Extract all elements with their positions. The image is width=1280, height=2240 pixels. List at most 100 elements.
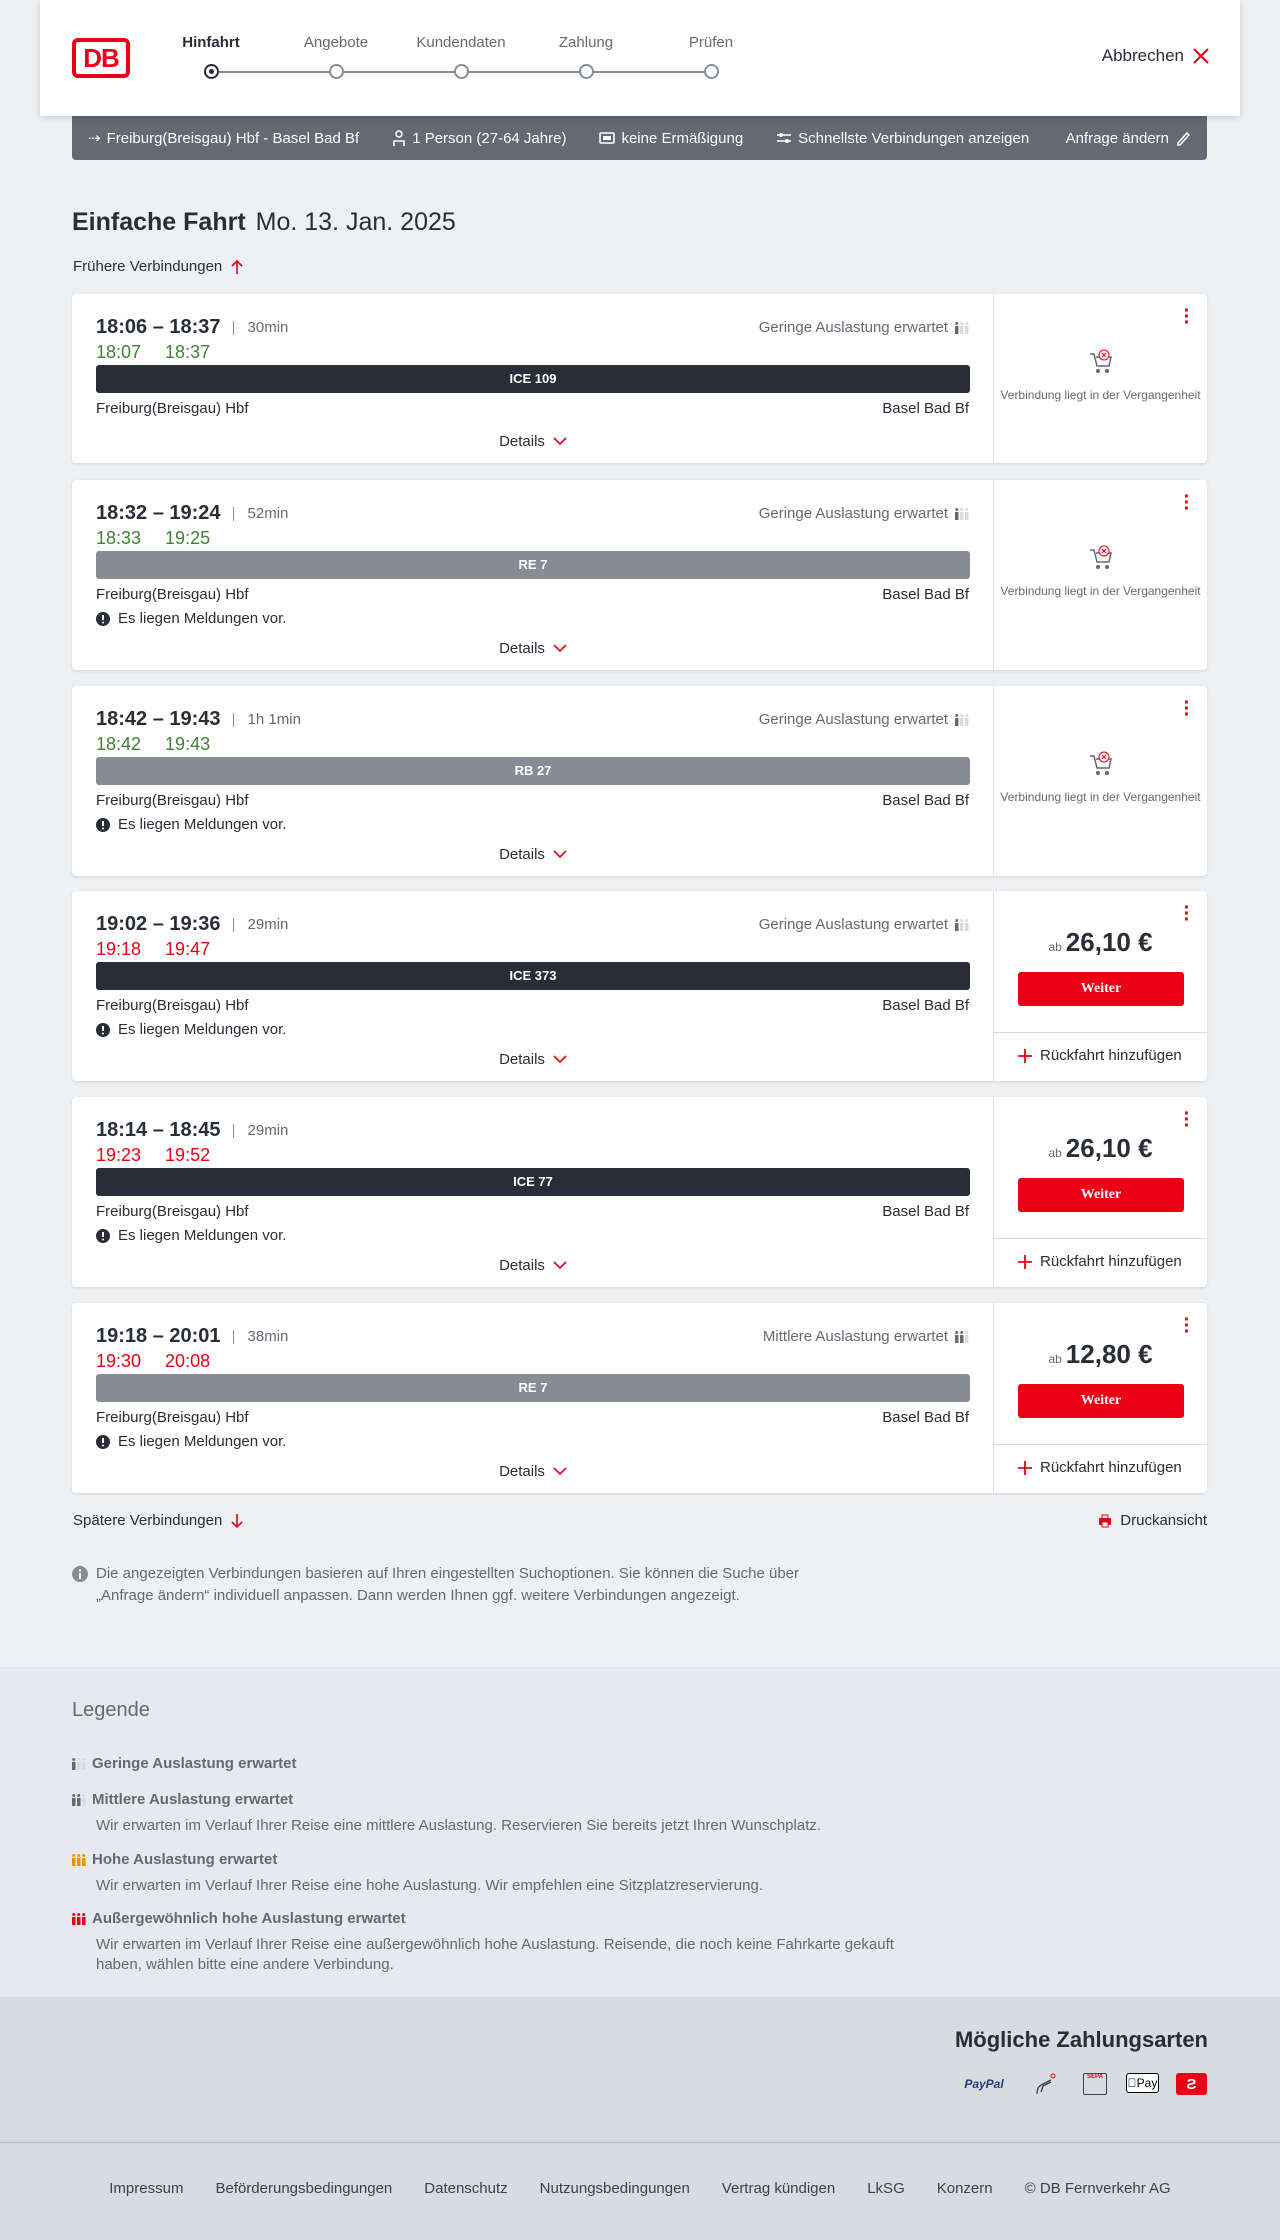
add-return-trip-button[interactable]: Rückfahrt hinzufügen	[1018, 1253, 1182, 1270]
person-icon	[393, 130, 405, 146]
actual-times: 19:30 20:08	[96, 1351, 210, 1372]
arrival-station: Basel Bad Bf	[882, 1409, 969, 1426]
scheduled-times: 18:42 – 19:43 1h 1min	[96, 708, 301, 730]
cart-unavailable-icon	[1090, 751, 1112, 775]
actual-arrival: 19:43	[165, 734, 211, 754]
details-toggle[interactable]: Details	[72, 1257, 994, 1274]
search-summary-bar: ⇢ Freiburg(Breisgau) Hbf - Basel Bad Bf 1…	[72, 116, 1207, 160]
cancel-button[interactable]: Abbrechen	[1102, 46, 1210, 66]
printer-icon	[1099, 1514, 1112, 1527]
footer-link[interactable]: Nutzungsbedingungen	[539, 2180, 690, 2197]
actual-arrival: 20:08	[165, 1351, 211, 1371]
arrival-station: Basel Bad Bf	[882, 792, 969, 809]
legend-title: Legende	[72, 1699, 150, 1721]
occupancy-info: Geringe Auslastung erwartet	[759, 319, 969, 336]
later-connections-link[interactable]: Spätere Verbindungen	[73, 1512, 244, 1529]
train-bar[interactable]: RE 7	[96, 1374, 970, 1402]
occupancy-info: Geringe Auslastung erwartet	[759, 505, 969, 522]
alert-icon	[96, 611, 110, 626]
footer-link[interactable]: Impressum	[109, 2180, 184, 2197]
offer-panel: · · · Verbindung liegt in der Vergangenhei…	[994, 480, 1207, 670]
occupancy-icon	[955, 713, 969, 726]
more-options-button[interactable]: · · ·	[1183, 486, 1191, 520]
divider	[994, 1032, 1207, 1033]
filter-text: Schnellste Verbindungen anzeigen	[798, 129, 1030, 147]
details-toggle[interactable]: Details	[72, 640, 994, 657]
departure-station: Freiburg(Breisgau) Hbf	[96, 997, 249, 1014]
chevron-down-icon	[553, 437, 567, 446]
train-bar[interactable]: ICE 77	[96, 1168, 970, 1196]
add-return-trip-button[interactable]: Rückfahrt hinzufügen	[1018, 1047, 1182, 1064]
occupancy-icon	[955, 321, 969, 334]
details-toggle[interactable]: Details	[72, 1463, 994, 1480]
notice: Es liegen Meldungen vor.	[96, 1227, 286, 1244]
scheduled-times: 19:18 – 20:01 38min	[96, 1325, 289, 1347]
actual-departure: 19:30	[96, 1351, 142, 1371]
print-view-link[interactable]: Druckansicht	[1098, 1512, 1207, 1529]
notice: Es liegen Meldungen vor.	[96, 1433, 286, 1450]
actual-arrival: 18:37	[165, 342, 211, 362]
notice: Es liegen Meldungen vor.	[96, 610, 286, 627]
continue-button[interactable]: Weiter	[1018, 1178, 1184, 1212]
occupancy-info: Geringe Auslastung erwartet	[759, 711, 969, 728]
info-icon	[72, 1566, 88, 1582]
payment-title: Mögliche Zahlungsarten	[954, 2027, 1208, 2052]
more-options-button[interactable]: · · ·	[1183, 1103, 1191, 1137]
offer-panel: · · · ab 26,10 € Weiter Rückfahrt hinzufügen	[994, 891, 1207, 1081]
trip-date: Mo. 13. Jan. 2025	[255, 208, 456, 236]
continue-button[interactable]: Weiter	[1018, 1384, 1184, 1418]
occupancy-icon	[955, 918, 969, 931]
price: ab 26,10 €	[1048, 1133, 1153, 1163]
step-label: Kundendaten	[416, 34, 506, 51]
footer-link[interactable]: Vertrag kündigen	[721, 2180, 836, 2197]
more-options-button[interactable]: · · ·	[1183, 692, 1191, 726]
occupancy-icon	[72, 1757, 86, 1770]
edit-request-button[interactable]: Anfrage ändern	[1066, 130, 1191, 147]
footer-link[interactable]: © DB Fernverkehr AG	[1024, 2180, 1171, 2197]
departure-station: Freiburg(Breisgau) Hbf	[96, 586, 249, 603]
plus-icon	[1018, 1254, 1032, 1269]
divider	[994, 1444, 1207, 1445]
chevron-down-icon	[553, 644, 567, 653]
arrival-station: Basel Bad Bf	[882, 400, 969, 417]
legend-item: Mittlere Auslastung erwartet Wir erwarten…	[72, 1791, 896, 1836]
more-options-button[interactable]: · · ·	[1183, 897, 1191, 931]
footer-link[interactable]: Beförderungsbedingungen	[215, 2180, 393, 2197]
step-label: Zahlung	[558, 34, 614, 51]
footer-link[interactable]: LkSG	[867, 2180, 905, 2197]
train-bar[interactable]: RB 27	[96, 757, 970, 785]
footer: Impressum Beförderungsbedingungen Datensch…	[0, 2143, 1280, 2240]
alert-icon	[96, 1228, 110, 1243]
step-dot	[329, 64, 344, 79]
continue-button[interactable]: Weiter	[1018, 972, 1184, 1006]
details-toggle[interactable]: Details	[72, 846, 994, 863]
more-options-button[interactable]: · · ·	[1183, 300, 1191, 334]
notice: Es liegen Meldungen vor.	[96, 1021, 286, 1038]
footer-link[interactable]: Datenschutz	[424, 2180, 508, 2197]
train-bar[interactable]: ICE 373	[96, 962, 970, 990]
step-dot	[204, 64, 219, 79]
add-return-trip-button[interactable]: Rückfahrt hinzufügen	[1018, 1459, 1182, 1476]
actual-times: 18:33 19:25	[96, 528, 210, 549]
discount-summary: keine Ermäßigung	[599, 130, 743, 147]
db-logo[interactable]: DB	[72, 38, 130, 78]
arrival-station: Basel Bad Bf	[882, 586, 969, 603]
earlier-connections-link[interactable]: Frühere Verbindungen	[73, 258, 244, 275]
more-options-button[interactable]: · · ·	[1183, 1309, 1191, 1343]
db-bonus-icon: Ƨ	[1176, 2073, 1207, 2095]
scheduled-times: 19:02 – 19:36 29min	[96, 913, 289, 935]
actual-departure: 19:18	[96, 939, 142, 959]
footer-link[interactable]: Konzern	[936, 2180, 993, 2197]
details-toggle[interactable]: Details	[72, 1051, 994, 1068]
legend-item: Geringe Auslastung erwartet	[72, 1755, 297, 1772]
train-bar[interactable]: RE 7	[96, 551, 970, 579]
train-bar[interactable]: ICE 109	[96, 365, 970, 393]
offer-panel: · · · ab 12,80 € Weiter Rückfahrt hinzufügen	[994, 1303, 1207, 1493]
departure-station: Freiburg(Breisgau) Hbf	[96, 792, 249, 809]
step-label: Angebote	[303, 34, 369, 51]
step-dot	[579, 64, 594, 79]
step-label: Hinfahrt	[182, 34, 240, 51]
actual-times: 18:07 18:37	[96, 342, 210, 363]
header: DB Hinfahrt Angebote Kundendaten Zahlung Prü…	[40, 0, 1240, 116]
details-toggle[interactable]: Details	[72, 433, 994, 450]
